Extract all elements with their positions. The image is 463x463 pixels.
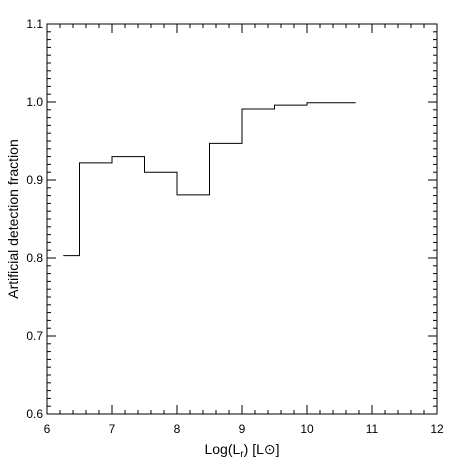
major-ticks bbox=[46, 23, 438, 415]
x-tick-labels: 6 7 8 9 10 11 12 bbox=[44, 422, 444, 436]
y-tick-label: 1.1 bbox=[26, 17, 43, 31]
x-tick-label: 10 bbox=[300, 422, 314, 436]
plot-frame bbox=[46, 23, 438, 415]
series-step-line bbox=[63, 102, 356, 257]
x-tick-label: 8 bbox=[174, 422, 181, 436]
y-tick-label: 0.8 bbox=[26, 251, 43, 265]
y-tick-labels: 0.6 0.7 0.8 0.9 1.0 1.1 bbox=[26, 17, 43, 421]
y-tick-label: 1.0 bbox=[26, 95, 43, 109]
y-tick-label: 0.6 bbox=[26, 407, 43, 421]
y-tick-label: 0.7 bbox=[26, 329, 43, 343]
y-axis-label: Artificial detection fraction bbox=[5, 139, 21, 299]
x-axis-label: Log(Lr) [L⊙] bbox=[204, 441, 279, 460]
x-tick-label: 6 bbox=[44, 422, 51, 436]
x-tick-label: 12 bbox=[430, 422, 444, 436]
x-tick-label: 11 bbox=[366, 422, 379, 436]
x-tick-label: 9 bbox=[239, 422, 246, 436]
minor-ticks bbox=[47, 24, 437, 414]
y-tick-label: 0.9 bbox=[26, 173, 43, 187]
x-tick-label: 7 bbox=[109, 422, 116, 436]
